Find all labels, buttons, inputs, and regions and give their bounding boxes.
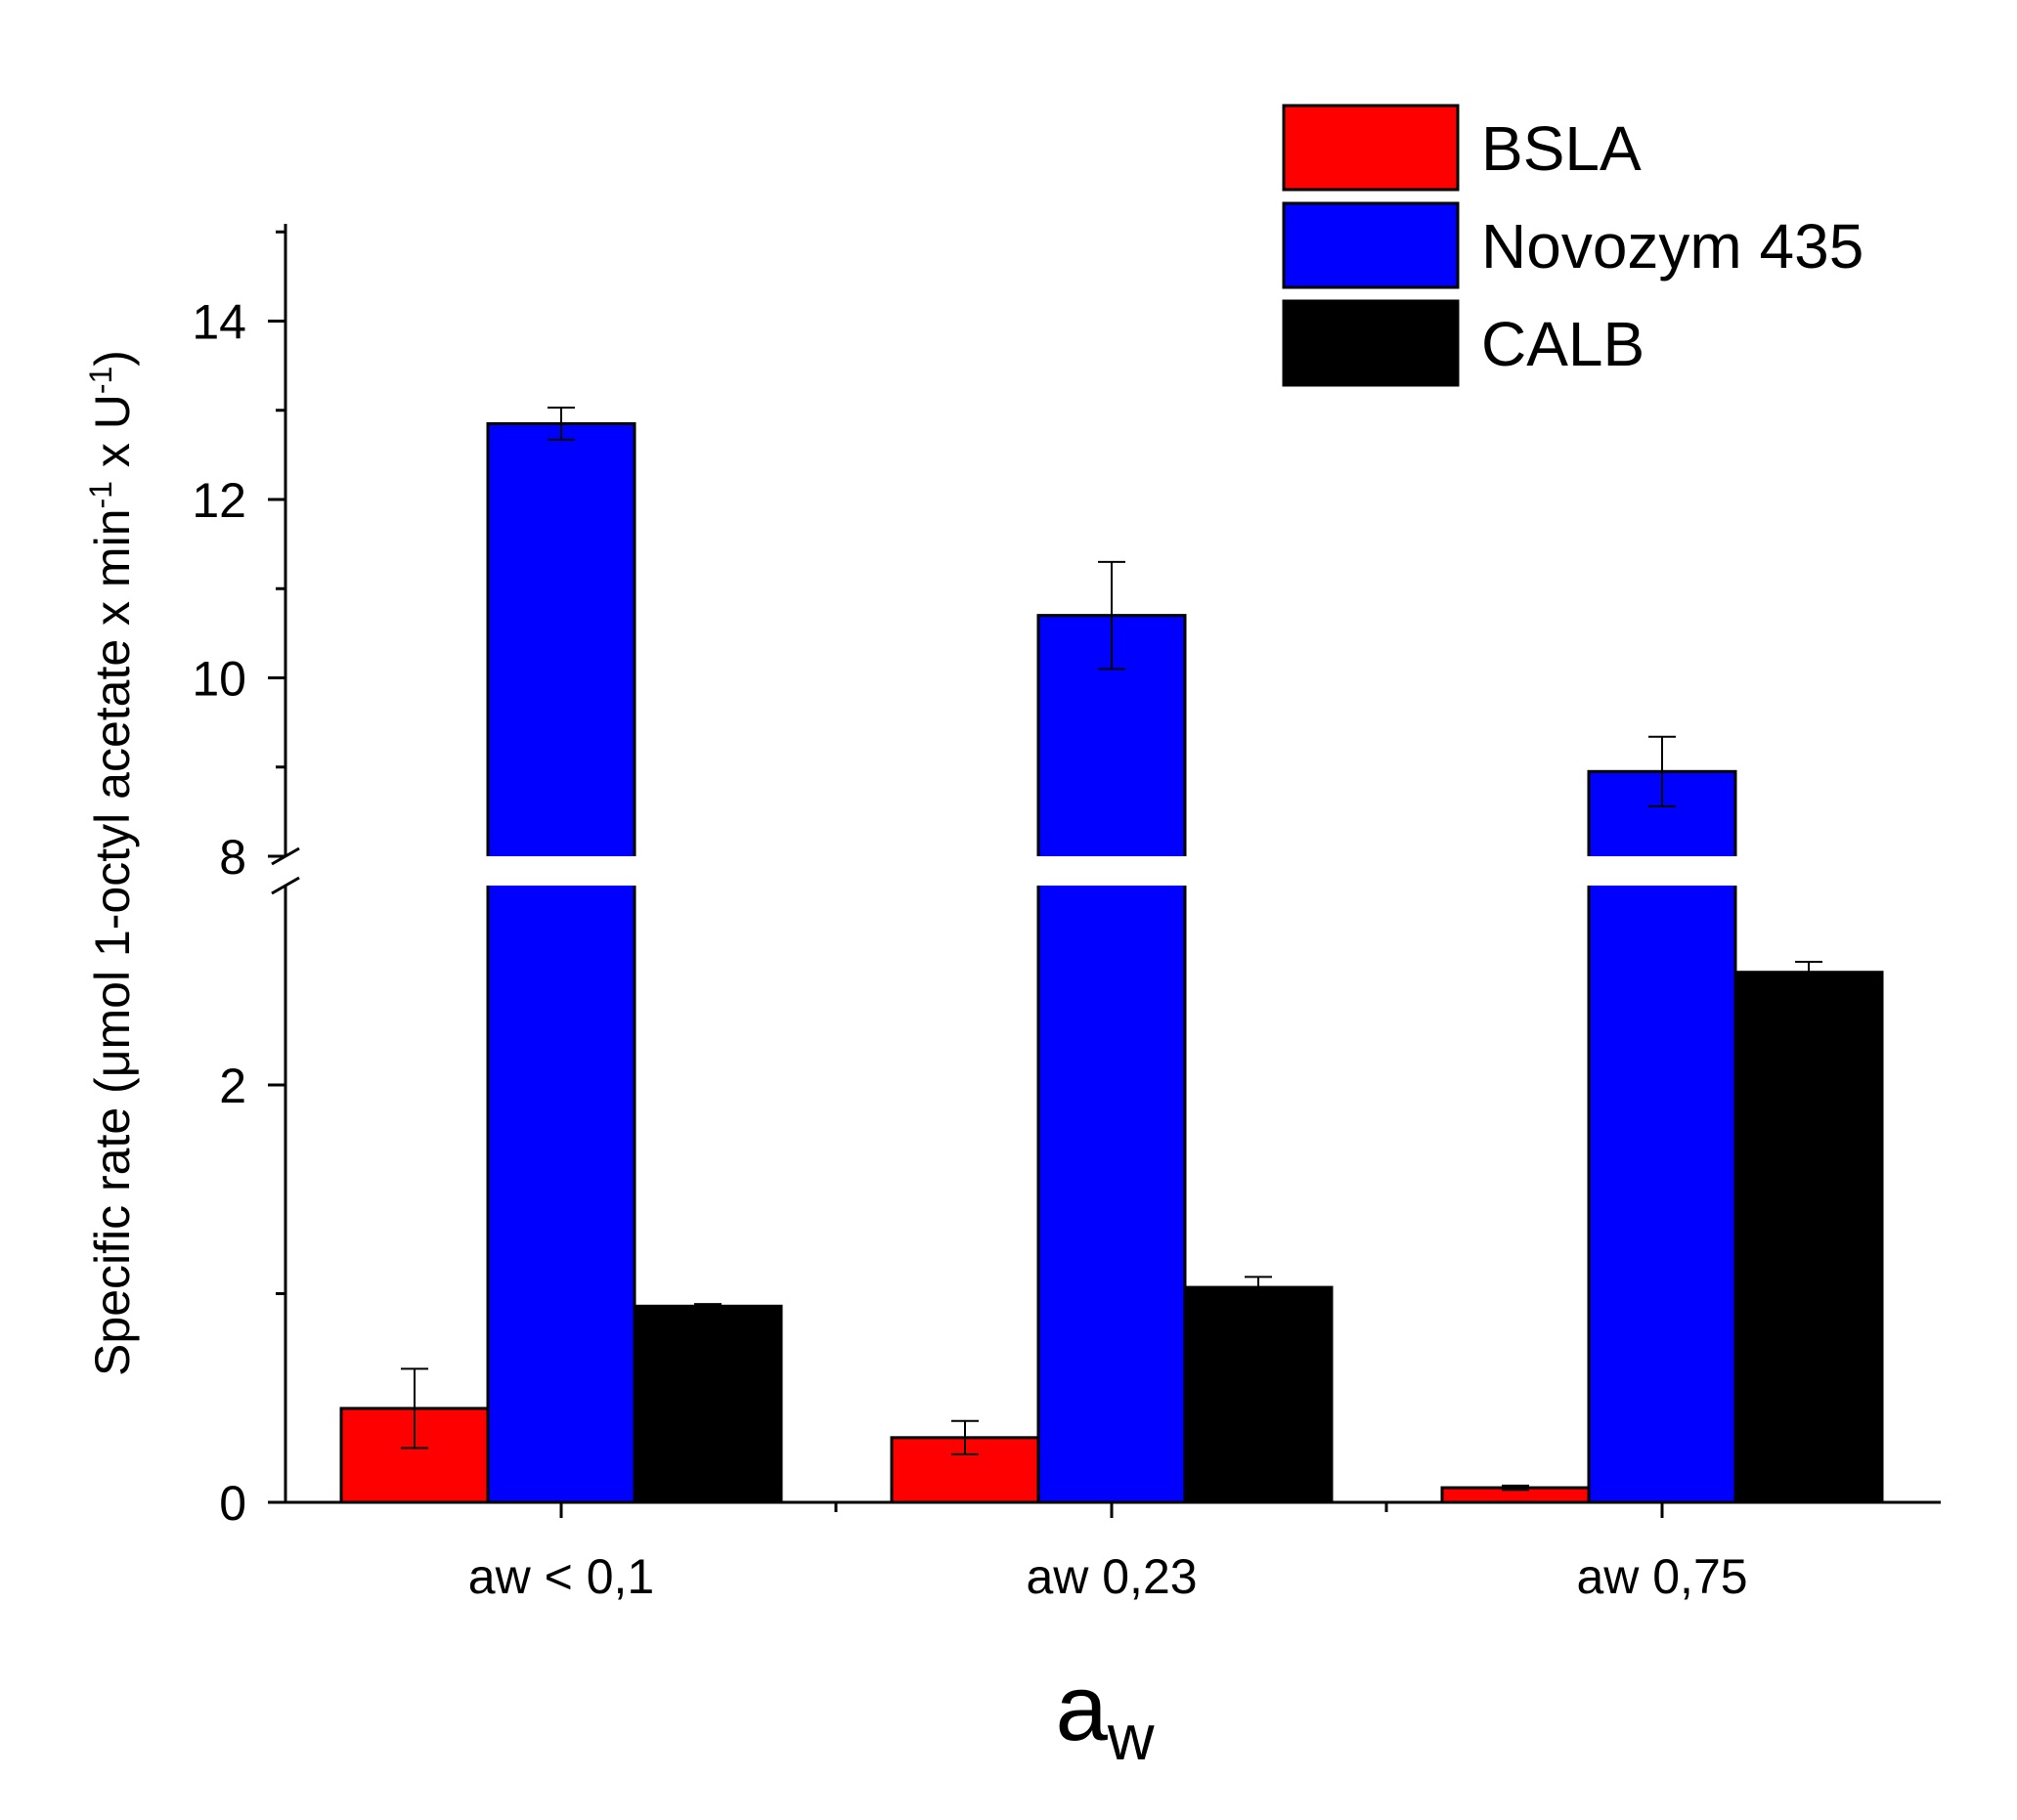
break-mark (271, 876, 300, 895)
y-tick-label: 8 (219, 830, 246, 885)
bar-calb (1733, 971, 1884, 1504)
break-gap (335, 856, 787, 886)
error-bars (401, 407, 1822, 1492)
legend-swatch (1282, 104, 1460, 192)
y-axis-title-part: ) (85, 350, 140, 367)
x-tick-label: aw 0,75 (1576, 1549, 1747, 1604)
bar-calb (633, 1304, 783, 1504)
x-tick-label: aw < 0,1 (468, 1549, 654, 1604)
y-tick-label: 10 (192, 652, 246, 707)
y-axis-title-superscript: -1 (83, 481, 118, 508)
y-tick-label: 14 (192, 295, 246, 350)
y-axis-title: Specific rate (μmol 1-octyl acetate x mi… (83, 350, 140, 1376)
y-tick-label: 2 (219, 1059, 246, 1113)
x-axis-title: aw (1055, 1656, 1154, 1773)
bar-novozym-435 (1587, 769, 1737, 1504)
break-mark (271, 846, 300, 866)
break-gap (1436, 856, 1888, 886)
y-tick-label: 12 (192, 473, 246, 528)
bars (339, 421, 1884, 1504)
y-axis-title-superscript: -1 (83, 367, 118, 394)
axis-break (335, 856, 1888, 886)
legend-swatch (1282, 299, 1460, 387)
x-axis-title-main: a (1055, 1656, 1108, 1760)
legend: BSLA Novozym 435 CALB (1282, 104, 1864, 387)
legend-label: CALB (1481, 309, 1644, 379)
break-gap (886, 856, 1337, 886)
bar-novozym-435 (1036, 614, 1187, 1504)
y-tick-label: 0 (219, 1476, 246, 1531)
y-axis-title-part: x U (85, 394, 140, 481)
axis-labels: Specific rate (μmol 1-octyl acetate x mi… (83, 350, 1155, 1773)
bar-calb (1183, 1285, 1334, 1504)
x-tick-label: aw 0,23 (1026, 1549, 1197, 1604)
legend-label: BSLA (1481, 113, 1642, 184)
y-axis-title-part: Specific rate (μmol 1-octyl acetate x mi… (85, 509, 140, 1376)
bar-novozym-435 (486, 421, 636, 1504)
legend-label: Novozym 435 (1481, 211, 1864, 282)
legend-swatch (1282, 201, 1460, 289)
x-axis-title-subscript: w (1107, 1701, 1155, 1773)
